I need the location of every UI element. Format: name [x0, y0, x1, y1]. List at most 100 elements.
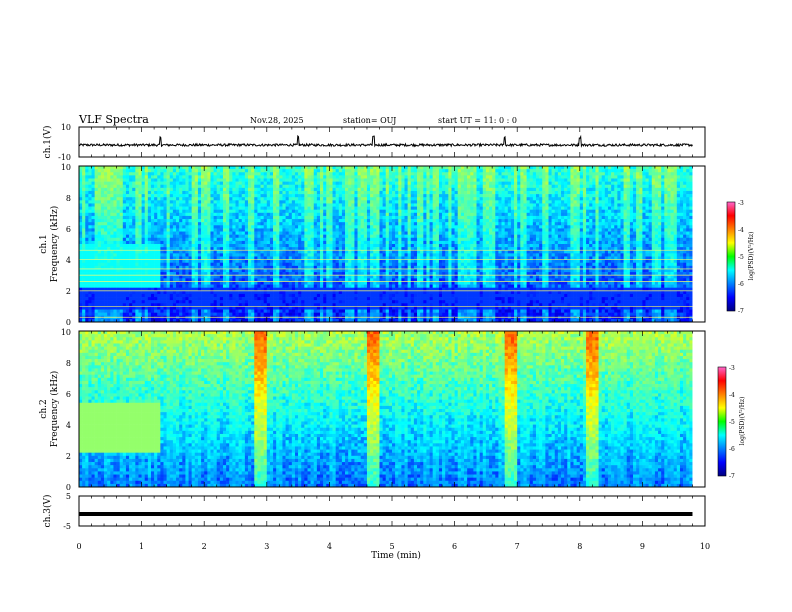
spectrogram-cell	[216, 209, 221, 214]
spectrogram-cell	[320, 275, 324, 279]
spectrogram-cell	[345, 169, 349, 173]
spectrogram-cell	[366, 166, 371, 170]
spectrogram-cell	[179, 278, 183, 282]
spectrogram-cell	[97, 284, 102, 288]
spectrogram-cell	[273, 265, 277, 270]
spectrogram-cell	[285, 281, 290, 285]
spectrogram-cell	[363, 318, 368, 323]
spectrogram-cell	[194, 240, 199, 245]
spectrogram-cell	[338, 262, 343, 267]
spectrogram-cell	[129, 278, 133, 282]
spectrogram-cell	[163, 244, 167, 248]
spectrogram-cell	[269, 297, 274, 301]
spectrogram-cell	[119, 228, 124, 232]
spectrogram-cell	[160, 281, 164, 285]
spectrogram-cell	[107, 187, 111, 192]
spectrogram-cell	[110, 234, 114, 239]
spectrogram-cell	[363, 228, 368, 232]
spectrogram-cell	[122, 262, 127, 267]
spectrogram-cell	[291, 284, 296, 288]
spectrogram-cell	[204, 166, 208, 170]
spectrogram-cell	[129, 231, 133, 235]
spectrogram-cell	[110, 175, 114, 179]
spectrogram-cell	[282, 200, 286, 204]
spectrogram-cell	[351, 219, 355, 223]
spectrogram-cell	[304, 309, 308, 313]
spectrogram-cell	[288, 197, 293, 201]
spectrogram-cell	[348, 272, 352, 276]
spectrogram-cell	[219, 253, 224, 257]
spectrogram-cell	[241, 219, 246, 223]
spectrogram-cell	[197, 169, 202, 173]
spectrogram-cell	[244, 200, 249, 204]
spectrogram-cell	[216, 262, 221, 267]
spectrogram-cell	[100, 190, 105, 195]
spectrogram-cell	[285, 215, 290, 220]
spectrogram-cell	[338, 234, 343, 239]
spectrogram-cell	[100, 265, 105, 270]
spectrogram-cell	[197, 303, 202, 307]
spectrogram-cell	[100, 262, 105, 267]
spectrogram-cell	[210, 169, 214, 173]
spectrogram-cell	[141, 225, 146, 229]
spectrogram-cell	[313, 234, 318, 239]
spectrogram-cell	[244, 197, 249, 201]
spectrogram-cell	[185, 219, 189, 223]
spectrogram-cell	[141, 312, 146, 317]
spectrogram-cell	[222, 253, 227, 257]
spectrogram-cell	[363, 215, 368, 220]
spectrogram-cell	[294, 275, 299, 279]
spectrogram-cell	[357, 212, 361, 217]
spectrogram-cell	[235, 197, 239, 201]
spectrogram-cell	[266, 318, 271, 323]
spectrogram-cell	[150, 259, 155, 264]
spectrogram-cell	[94, 293, 99, 298]
spectrogram-cell	[207, 181, 211, 186]
spectrogram-cell	[357, 284, 361, 288]
spectrogram-cell	[125, 181, 130, 186]
spectrogram-cell	[191, 250, 196, 254]
spectrogram-cell	[276, 281, 280, 285]
spectrogram-cell	[351, 190, 355, 195]
spectrogram-cell	[222, 231, 227, 235]
spectrogram-cell	[263, 268, 268, 273]
spectrogram-cell	[176, 181, 180, 186]
spectrogram-cell	[335, 281, 340, 285]
spectrogram-cell	[119, 184, 124, 189]
spectrogram-cell	[132, 247, 136, 251]
spectrogram-cell	[210, 306, 214, 310]
spectrogram-cell	[298, 253, 302, 257]
spectrogram-cell	[182, 206, 186, 210]
spectrogram-cell	[107, 268, 111, 273]
spectrogram-cell	[144, 287, 149, 292]
spectrogram-cell	[316, 253, 321, 257]
spectrogram-cell	[166, 240, 171, 245]
spectrogram-cell	[210, 262, 214, 267]
spectrogram-cell	[210, 190, 214, 195]
spectrogram-cell	[307, 300, 311, 304]
spectrogram-cell	[307, 222, 311, 226]
spectrogram-cell	[157, 219, 161, 223]
spectrogram-cell	[294, 293, 299, 298]
spectrogram-cell	[222, 240, 227, 245]
spectrogram-cell	[351, 312, 355, 317]
spectrogram-cell	[97, 312, 102, 317]
spectrogram-cell	[366, 303, 371, 307]
spectrogram-cell	[291, 259, 296, 264]
spectrogram-cell	[310, 234, 315, 239]
spectrogram-cell	[279, 237, 283, 242]
spectrogram-cell	[129, 172, 133, 176]
spectrogram-cell	[382, 222, 387, 226]
spectrogram-cell	[323, 306, 327, 310]
spectrogram-cell	[282, 290, 286, 295]
spectrogram-cell	[310, 172, 315, 176]
spectrogram-cell	[260, 194, 264, 198]
spectrogram-cell	[269, 203, 274, 207]
spectrogram-cell	[288, 284, 293, 288]
spectrogram-cell	[244, 303, 249, 307]
spectrogram-cell	[119, 259, 124, 264]
spectrogram-cell	[379, 228, 383, 232]
spectrogram-cell	[345, 297, 349, 301]
spectrogram-cell	[194, 297, 199, 301]
spectrogram-cell	[201, 306, 205, 310]
